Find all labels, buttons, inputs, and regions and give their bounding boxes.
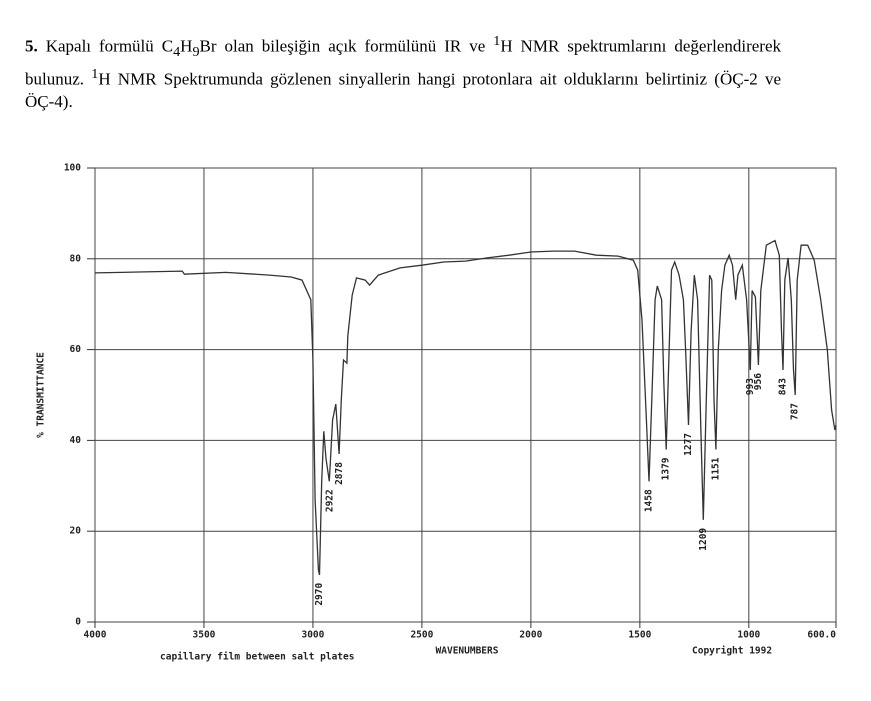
question-text: Kapalı formülü C — [45, 36, 174, 56]
plot-frame — [94, 167, 837, 623]
y-tick-label: 60 — [70, 344, 82, 355]
peak-label: 1277 — [683, 433, 694, 456]
peak-label: 1458 — [644, 489, 655, 512]
x-tick-label: 3500 — [193, 630, 216, 641]
x-tick-label: 600.0 — [807, 630, 836, 641]
y-tick-label: 100 — [64, 163, 81, 174]
y-tick-label: 80 — [70, 253, 82, 264]
question-text: H NMR Spektrumunda gözlenen sinyallerin … — [25, 69, 781, 111]
peak-label: 1209 — [698, 528, 709, 551]
peak-label: 1151 — [710, 457, 721, 480]
x-tick-label: 1000 — [737, 630, 760, 641]
peak-label: 2878 — [334, 462, 345, 485]
peak-label: 993 — [745, 378, 756, 395]
y-tick-label: 40 — [70, 435, 82, 446]
question-text: Br olan bileşiğin açık formülünü IR ve — [199, 36, 494, 56]
superscript: 1 — [91, 66, 99, 83]
note: capillary film between salt plates — [160, 652, 354, 663]
x-tick-label: 4000 — [84, 630, 107, 641]
peak-label: 787 — [790, 403, 801, 420]
x-tick-label: 2500 — [410, 630, 433, 641]
peak-label: 956 — [753, 373, 764, 390]
x-tick-label: 3000 — [301, 630, 324, 641]
subscript: 9 — [192, 44, 200, 61]
question-number: 5. — [25, 36, 38, 56]
copyright: Copyright 1992 — [692, 646, 772, 657]
x-tick-label: 2000 — [519, 630, 542, 641]
question-text: H NMR spektrumlarını değerlendirerek bul… — [25, 36, 782, 89]
question-text: H — [180, 36, 193, 56]
peak-label: 843 — [778, 378, 789, 395]
question: 5. Kapalı formülü C4H9Br olan bileşiğin … — [25, 30, 781, 113]
x-axis-label: WAVENUMBERS — [436, 646, 499, 657]
y-tick-label: 0 — [75, 617, 81, 628]
peak-label: 1379 — [661, 457, 672, 480]
subscript: 4 — [173, 44, 181, 61]
x-tick-label: 1500 — [628, 630, 651, 641]
y-tick-label: 20 — [70, 526, 82, 537]
superscript: 1 — [493, 33, 501, 49]
y-axis-label: % TRANSMITTANCE — [36, 352, 47, 438]
peak-label: 2970 — [314, 583, 325, 606]
spectrum-line — [94, 239, 837, 575]
peak-label: 2922 — [324, 489, 335, 512]
